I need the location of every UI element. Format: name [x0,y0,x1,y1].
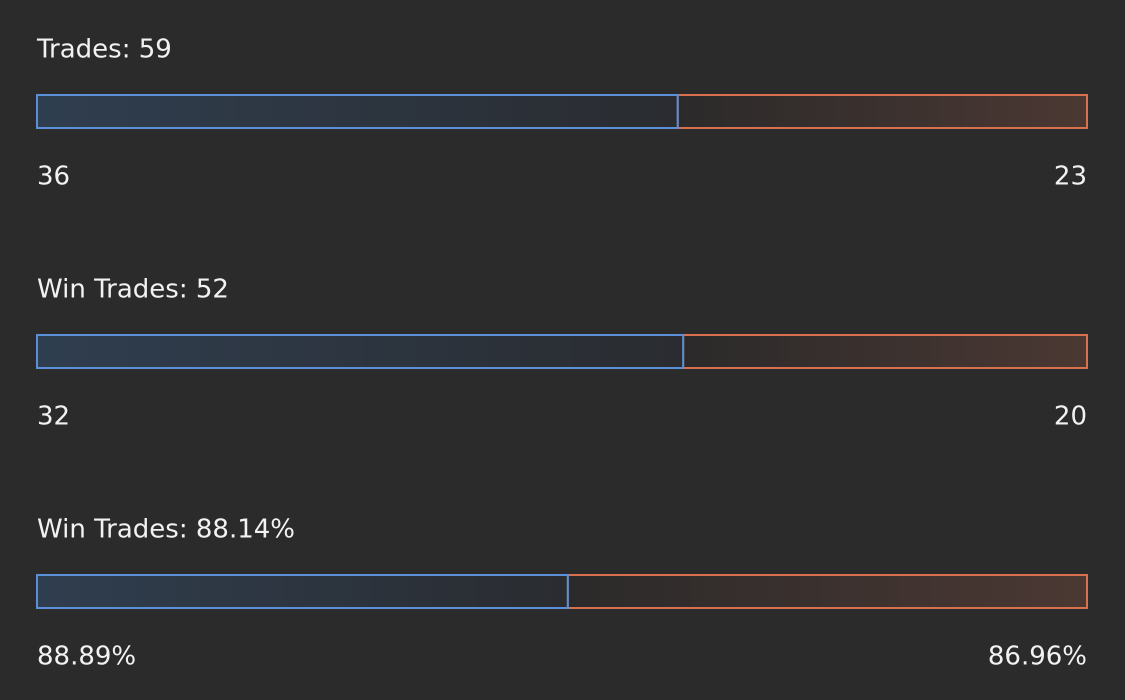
left-value: 36 [37,162,70,192]
stat-title: Win Trades: 88.14% [37,515,295,545]
left-value: 32 [37,402,70,432]
left-value: 88.89% [37,642,136,672]
bar-left-segment [36,94,679,129]
bar-left-segment [36,574,569,609]
stat-title: Win Trades: 52 [37,275,229,305]
right-value: 23 [1054,162,1087,192]
right-value: 20 [1054,402,1087,432]
bar-left-segment [36,334,685,369]
bar-right-segment [676,94,1088,129]
bar-right-segment [566,574,1088,609]
bar-right-segment [682,334,1089,369]
stat-title: Trades: 59 [36,35,172,65]
right-value: 86.96% [988,642,1087,672]
